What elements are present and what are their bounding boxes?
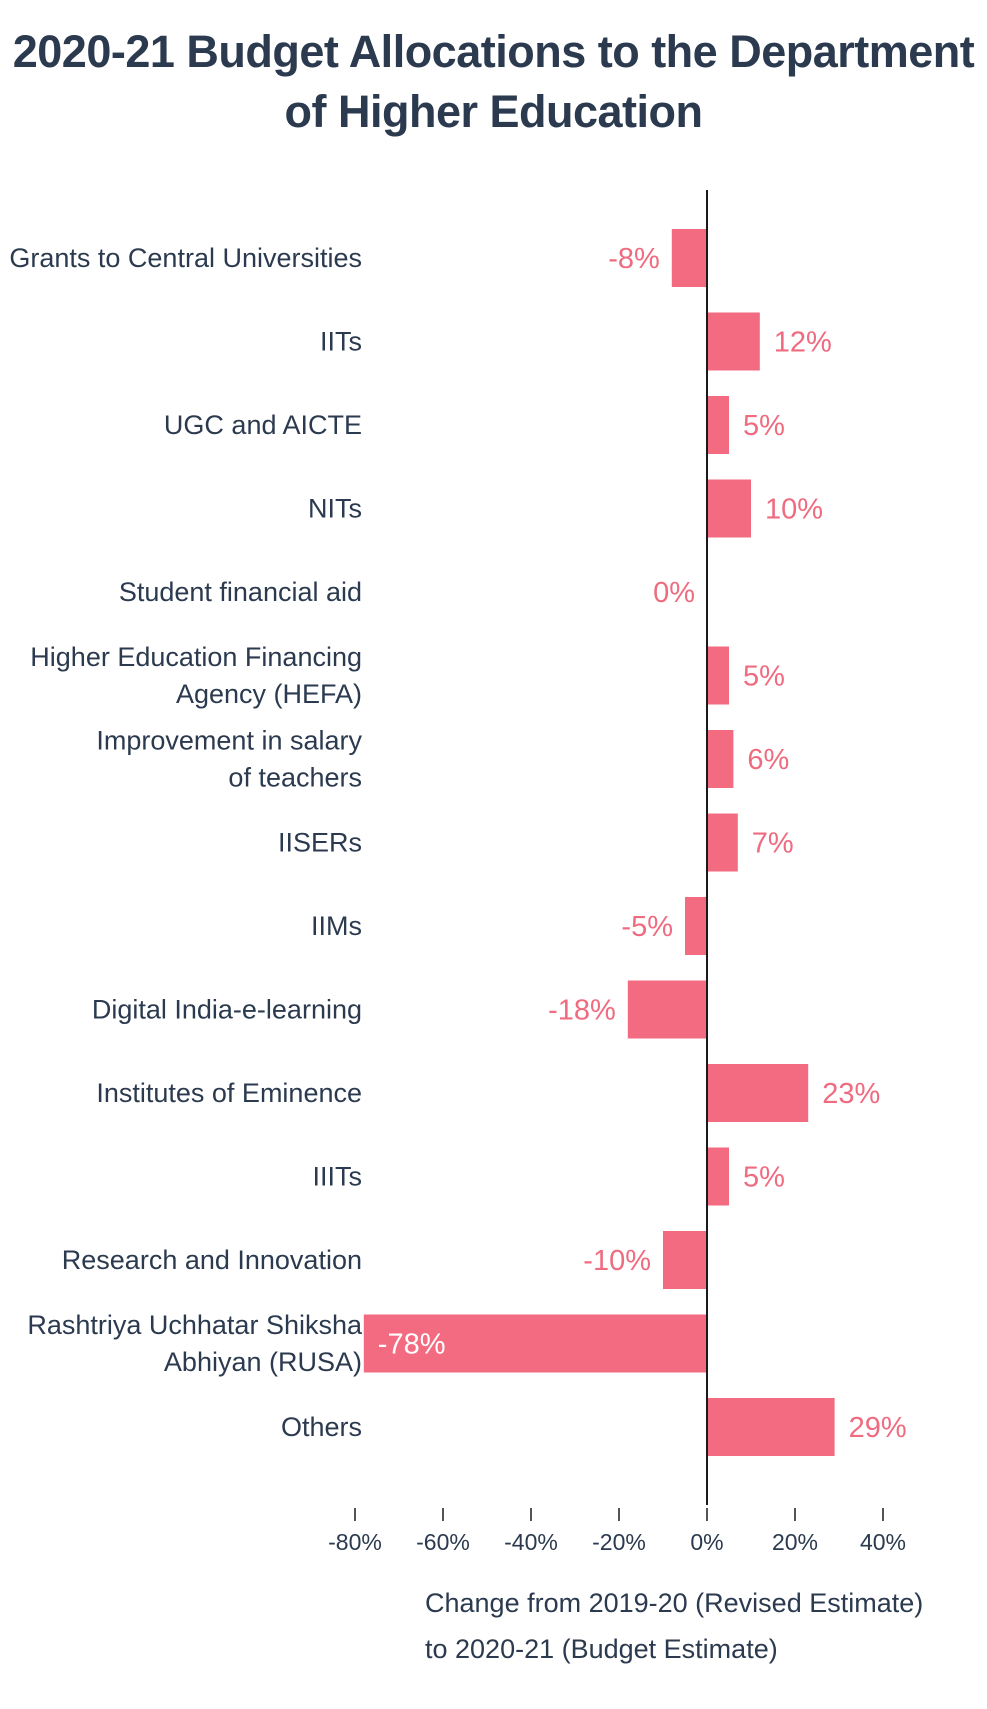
x-tick-label-0: -80% (328, 1529, 382, 1555)
category-label-4: Student financial aid (119, 577, 362, 607)
category-label-2: UGC and AICTE (164, 410, 362, 440)
x-axis-title-line-1: to 2020-21 (Budget Estimate) (425, 1634, 778, 1664)
bar-14 (707, 1398, 835, 1456)
chart-title-line-2: of Higher Education (284, 86, 704, 137)
value-label-8: -5% (621, 911, 673, 943)
x-tick-label-2: -40% (504, 1529, 558, 1555)
category-label-13-line-1: Abhiyan (RUSA) (164, 1347, 362, 1377)
bar-0 (671, 229, 707, 287)
x-tick-label-5: 20% (772, 1529, 818, 1555)
category-label-1: IITs (320, 327, 362, 357)
category-label-6-line-0: Improvement in salary (96, 726, 362, 756)
bar-1 (707, 312, 760, 371)
category-label-3: NITs (308, 494, 362, 524)
value-label-13: -78% (378, 1329, 446, 1361)
value-label-1: 12% (774, 327, 832, 359)
category-label-12: Research and Innovation (62, 1245, 362, 1275)
category-label-5-line-1: Agency (HEFA) (176, 679, 362, 709)
bar-5 (707, 646, 729, 705)
x-tick-label-6: 40% (860, 1529, 906, 1555)
chart-title: 2020-21 Budget Allocations to the Depart… (0, 22, 987, 142)
bar-2 (707, 396, 729, 454)
category-label-10: Institutes of Eminence (96, 1078, 362, 1108)
category-label-7: IISERs (278, 828, 362, 858)
category-label-8: IIMs (311, 911, 362, 941)
category-label-6-line-1: of teachers (228, 763, 362, 793)
category-label-5-line-0: Higher Education Financing (30, 642, 362, 672)
bar-10 (707, 1064, 809, 1122)
value-label-11: 5% (743, 1162, 785, 1194)
value-label-12: -10% (583, 1245, 651, 1277)
bar-11 (707, 1147, 729, 1206)
bar-7 (707, 813, 738, 872)
value-label-3: 10% (765, 494, 823, 526)
bar-13 (363, 1314, 707, 1373)
value-label-7: 7% (752, 828, 794, 860)
chart-title-line-1: 2020-21 Budget Allocations to the Depart… (12, 26, 975, 77)
category-label-0: Grants to Central Universities (9, 243, 362, 273)
value-label-9: -18% (548, 995, 616, 1027)
category-label-11: IIITs (312, 1162, 362, 1192)
value-label-4: 0% (653, 577, 695, 609)
x-tick-label-4: 0% (690, 1529, 723, 1555)
category-label-13-line-0: Rashtriya Uchhatar Shiksha (27, 1310, 363, 1340)
value-label-10: 23% (822, 1078, 880, 1110)
value-label-2: 5% (743, 410, 785, 442)
x-tick-label-1: -60% (416, 1529, 470, 1555)
bar-6 (707, 730, 734, 788)
value-label-5: 5% (743, 661, 785, 693)
x-tick-label-3: -20% (592, 1529, 646, 1555)
bar-3 (707, 479, 751, 538)
bar-8 (685, 897, 707, 955)
bar-9 (627, 980, 707, 1039)
x-axis-title-line-0: Change from 2019-20 (Revised Estimate) (425, 1588, 923, 1618)
category-label-9: Digital India-e-learning (92, 995, 362, 1025)
value-label-6: 6% (747, 744, 789, 776)
value-label-14: 29% (849, 1412, 907, 1444)
bar-12 (663, 1231, 707, 1289)
value-label-0: -8% (608, 243, 660, 275)
category-label-14: Others (281, 1412, 362, 1442)
